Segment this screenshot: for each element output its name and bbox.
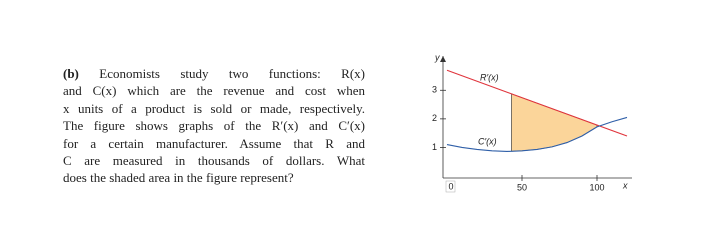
figure: y x 0 1 2 3 50 100 R′(x) C′(x) [432, 52, 632, 193]
problem-label: (b) [63, 66, 79, 81]
shaded-area [511, 93, 598, 152]
x-axis-label: x [622, 180, 628, 190]
text-line: x units of a product is sold or made, re… [63, 100, 365, 116]
curve [446, 69, 628, 137]
y-axis-label: y [434, 52, 440, 62]
curve-label: R′(x) [480, 72, 499, 82]
page: (b) Economists study two functions: R(x)… [63, 52, 632, 193]
curve [446, 116, 628, 152]
y-arrow [440, 56, 446, 62]
y-tick-label: 3 [432, 85, 437, 95]
text-line: (b) Economists study two functions: R(x) [63, 65, 365, 82]
x-tick-label: 50 [517, 182, 527, 192]
origin-box [445, 180, 456, 193]
text-line: C are measured in thousands of dollars. … [63, 153, 365, 169]
text-line: does the shaded area in the figure repre… [63, 170, 294, 186]
y-tick-label: 1 [432, 142, 437, 152]
text-line: and C(x) which are the revenue and cost … [63, 83, 365, 99]
y-tick-label: 2 [432, 113, 437, 123]
text-line: The figure shows graphs of the R′(x) and… [63, 118, 365, 134]
problem-text: (b) Economists study two functions: R(x)… [63, 65, 365, 187]
curve-label: C′(x) [478, 136, 497, 146]
text-line: for a certain manufacturer. Assume that … [63, 135, 365, 151]
origin-label: 0 [449, 181, 454, 191]
text-span: Economists study two functions: R(x) [99, 66, 365, 81]
x-tick-label: 100 [589, 182, 604, 192]
